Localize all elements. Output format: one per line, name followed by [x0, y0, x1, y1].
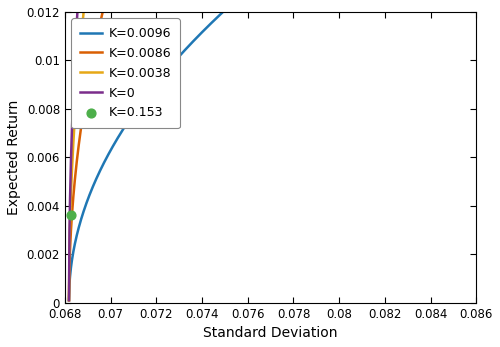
- Y-axis label: Expected Return: Expected Return: [7, 100, 21, 215]
- Line: K=0.0038: K=0.0038: [69, 0, 458, 300]
- K=0.0038: [66, 298, 72, 302]
- Line: K=0.0086: K=0.0086: [69, 0, 458, 300]
- K=0.153: [67, 213, 75, 218]
- Legend: K=0.0096, K=0.0086, K=0.0038, K=0, K=0.153: K=0.0096, K=0.0086, K=0.0038, K=0, K=0.1…: [71, 18, 180, 128]
- K=0.0086: [66, 298, 72, 302]
- K=0.0096: [90, 185, 96, 189]
- K=0: [66, 298, 72, 302]
- K=0.0086: [90, 56, 96, 60]
- K=0.0096: [66, 298, 72, 302]
- X-axis label: Standard Deviation: Standard Deviation: [204, 326, 338, 340]
- Line: K=0: K=0: [69, 0, 458, 300]
- Line: K=0.0096: K=0.0096: [69, 0, 458, 300]
